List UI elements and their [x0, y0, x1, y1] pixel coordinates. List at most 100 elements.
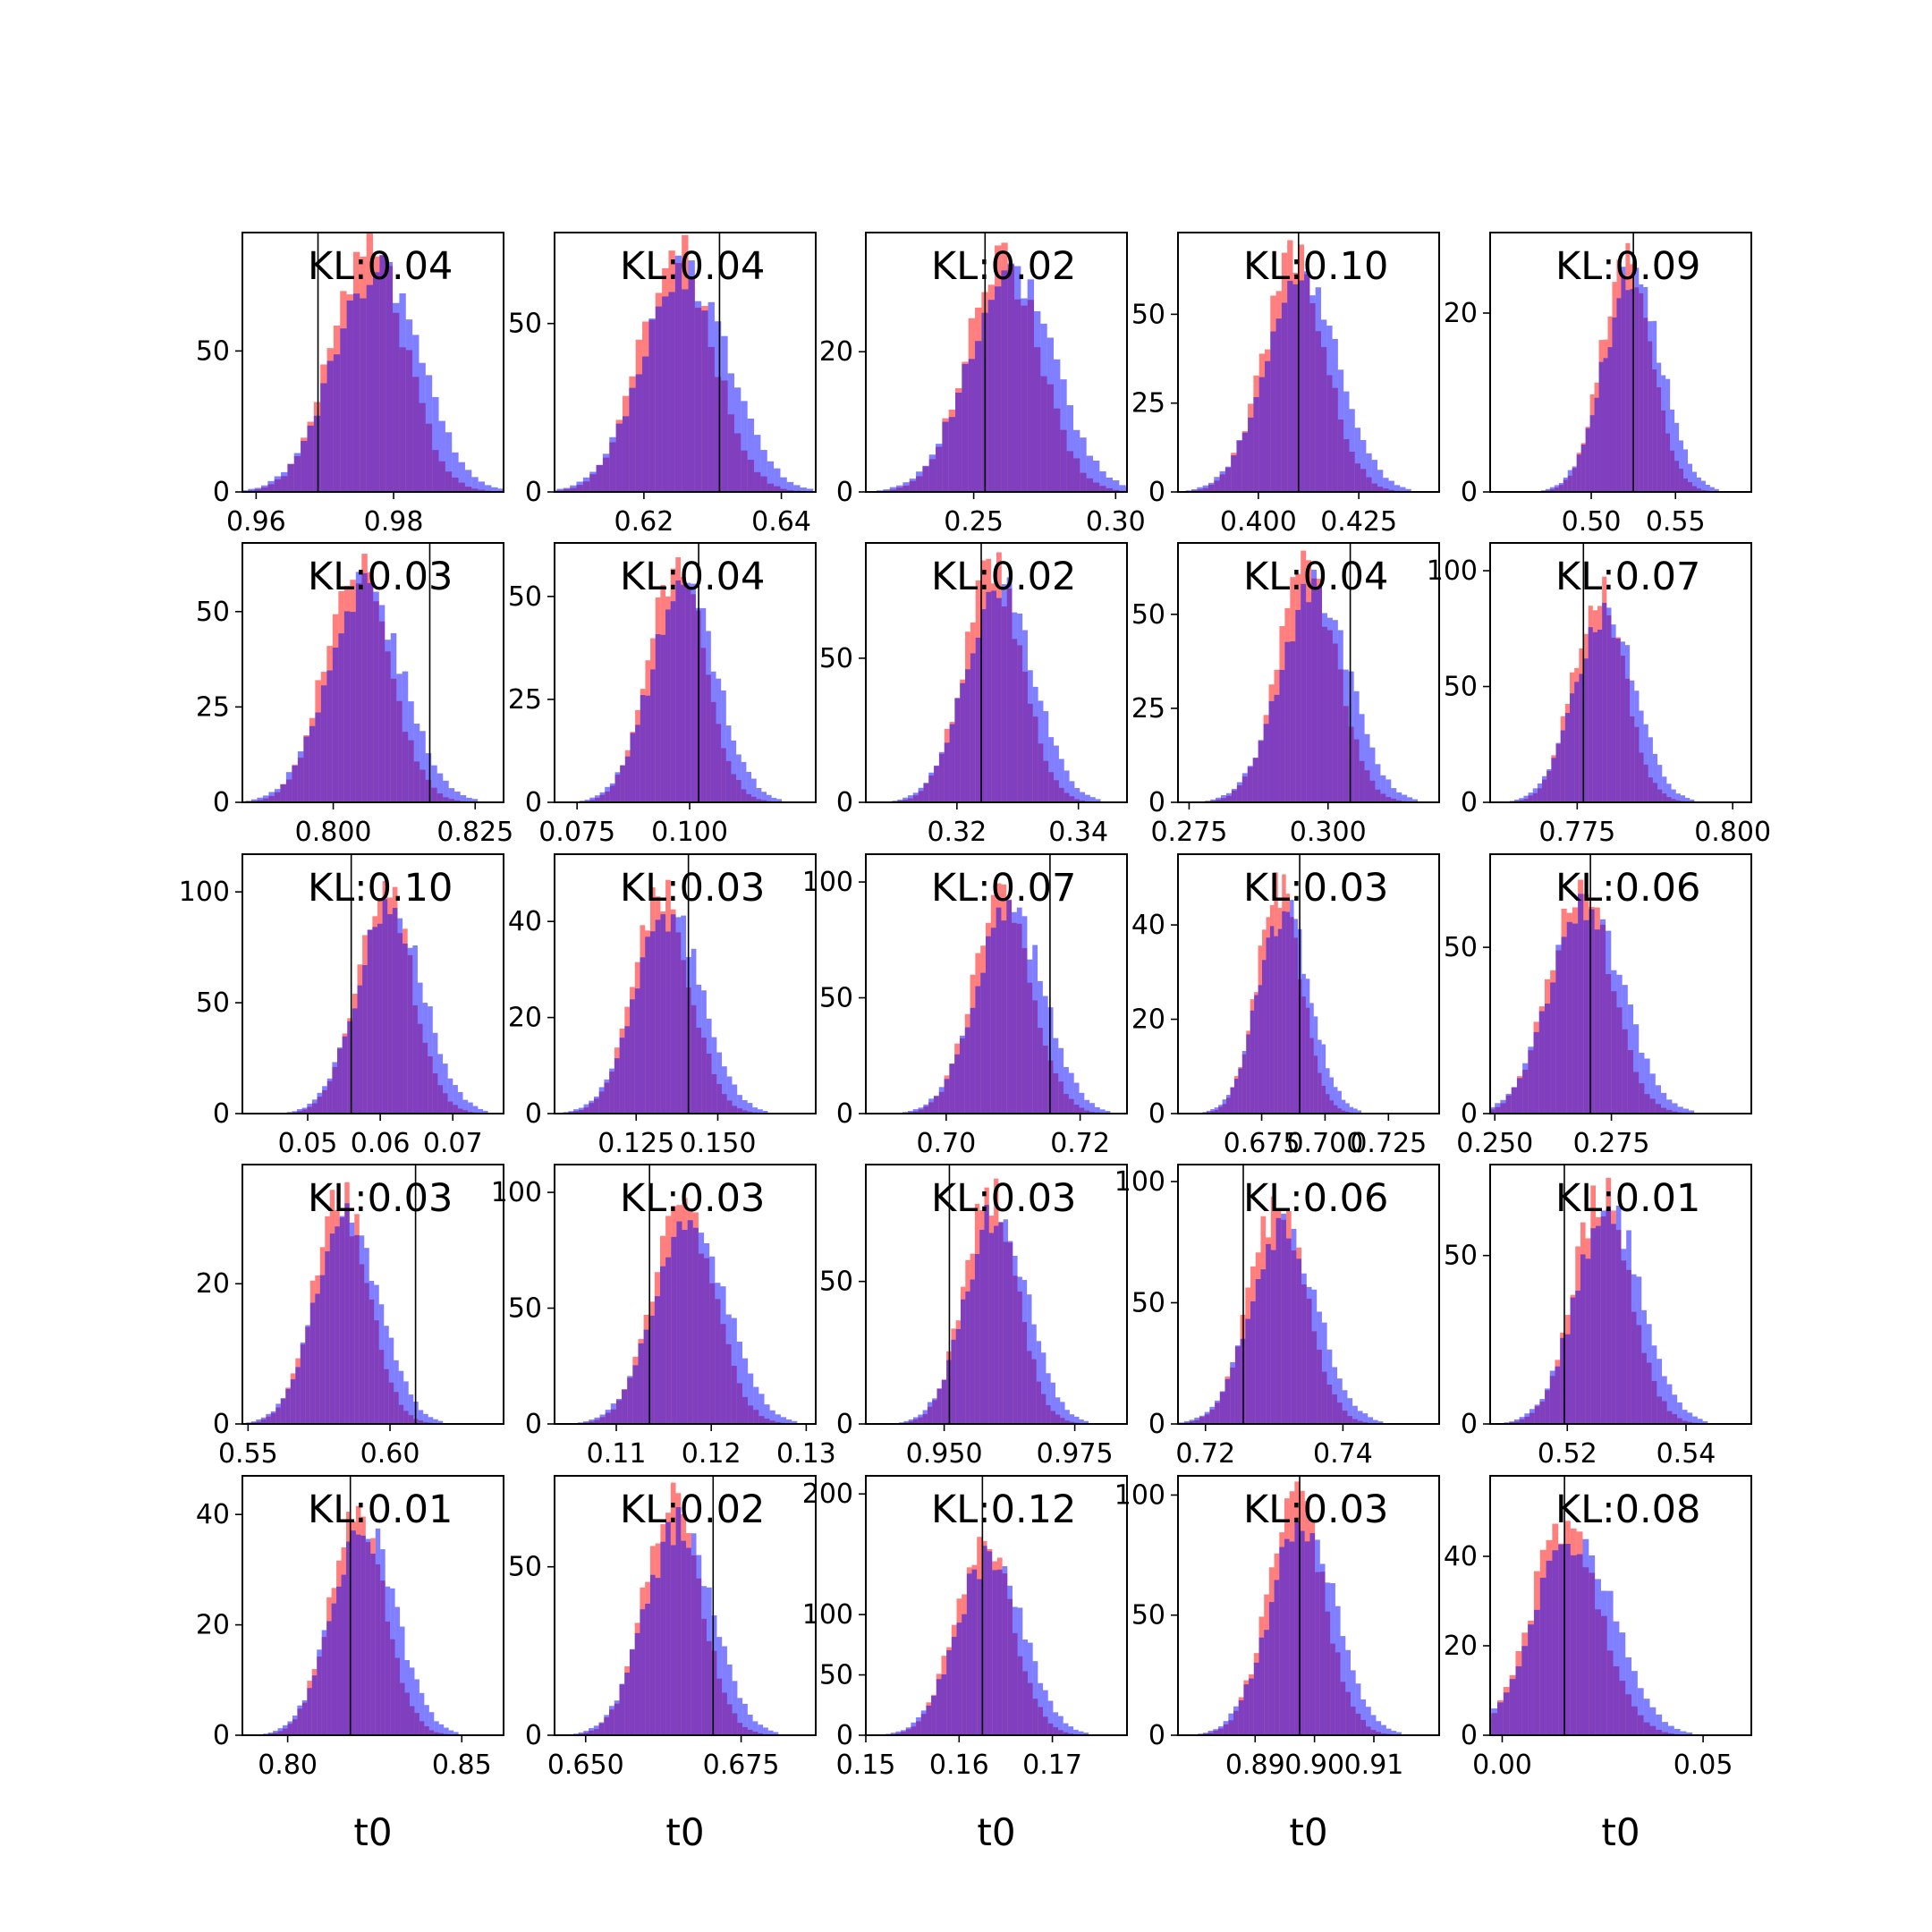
histogram-bar-blue: [1576, 454, 1581, 492]
histogram-bar-blue: [756, 788, 762, 802]
histogram-bar-blue: [425, 753, 432, 802]
histogram-bar-blue: [392, 908, 398, 1114]
y-tick-label: 50: [819, 1267, 853, 1298]
histogram-bar-blue: [1263, 724, 1269, 802]
histogram-bar-blue: [397, 918, 403, 1114]
histogram-bar-blue: [1054, 359, 1061, 492]
histogram-bar-blue: [649, 1574, 656, 1735]
histogram-bar-blue: [1598, 361, 1604, 492]
x-tick-label: 0.400: [1220, 506, 1297, 538]
histogram-bar-blue: [369, 1281, 375, 1424]
y-tick-label: 0: [1148, 477, 1165, 508]
histogram-bar-blue: [320, 685, 327, 802]
histogram-bar-blue: [911, 1722, 917, 1735]
histogram-bar-blue: [1335, 1606, 1341, 1735]
histogram-bar-blue: [1590, 1228, 1597, 1424]
histogram-panel: 0 20 40 0.125 0.150 KL:0.03: [508, 853, 817, 1159]
histogram-bar-blue: [1602, 602, 1607, 802]
histogram-bar-blue: [1007, 263, 1015, 492]
histogram-bar-blue: [604, 1079, 610, 1114]
histogram-bar-blue: [1366, 453, 1372, 492]
histogram-bar-blue: [1284, 641, 1291, 802]
histogram-bar-blue: [262, 795, 269, 802]
histogram-bar-blue: [295, 1367, 301, 1424]
histogram-bar-blue: [650, 669, 656, 802]
histogram-bar-blue: [1325, 1582, 1331, 1735]
histogram-bar-blue: [1611, 1224, 1616, 1424]
histogram-bar-blue: [1208, 482, 1215, 492]
histogram-bar-blue: [280, 1397, 286, 1424]
histogram-bar-blue: [1648, 321, 1653, 492]
histogram-bar-blue: [399, 293, 406, 492]
histogram-bar-blue: [926, 1705, 932, 1735]
histogram-bar-blue: [688, 260, 695, 492]
histogram-bar-blue: [763, 1727, 768, 1735]
histogram-bar-blue: [1555, 742, 1561, 802]
histogram-bar-blue: [992, 1570, 997, 1735]
histogram-bar-blue: [931, 1696, 936, 1735]
histogram-bar-blue: [665, 609, 671, 802]
histogram-bar-blue: [1514, 800, 1520, 802]
histogram-bar-blue: [605, 786, 610, 802]
histogram-bar-blue: [645, 1603, 650, 1735]
histogram-bar-blue: [1079, 1092, 1085, 1114]
histogram-bar-blue: [1551, 758, 1556, 802]
histogram-bar-blue: [1566, 921, 1572, 1114]
histogram-bar-blue: [464, 470, 472, 492]
x-tick-label: 0.52: [1538, 1438, 1597, 1470]
x-tick-label: 0.74: [1313, 1438, 1373, 1470]
histogram-bar-blue: [721, 335, 728, 492]
x-tick-label: 0.825: [436, 817, 513, 848]
histogram-bar-blue: [301, 1699, 308, 1735]
histogram-bar-blue: [1582, 1538, 1589, 1735]
histogram-bar-blue: [1589, 909, 1595, 1114]
histogram-bar-blue: [326, 670, 333, 802]
histogram-bar-blue: [1611, 970, 1617, 1114]
histogram-bar-blue: [1238, 1699, 1244, 1735]
x-tick-label: 0.07: [423, 1128, 483, 1159]
histogram-bar-blue: [752, 1721, 758, 1735]
histogram-bar-blue: [670, 914, 676, 1114]
y-tick-label: 0: [1461, 787, 1478, 818]
histogram-bar-blue: [431, 765, 437, 802]
histogram-bar-blue: [458, 462, 465, 492]
histogram-bar-blue: [1032, 686, 1038, 802]
histogram-bar-blue: [408, 1394, 414, 1424]
histogram-bar-blue: [1412, 799, 1419, 802]
histogram-bar-blue: [1509, 1421, 1514, 1424]
histogram-bar-blue: [1326, 1068, 1330, 1114]
histogram-bar-blue: [927, 1402, 933, 1424]
histogram-bar-blue: [1665, 378, 1671, 492]
histogram-bar-blue: [659, 1266, 666, 1424]
histogram-bar-blue: [1238, 1068, 1242, 1114]
kl-annotation: KL:0.06: [1555, 866, 1700, 911]
histogram-bar-blue: [619, 1683, 625, 1735]
x-tick-label: 0.34: [1048, 817, 1108, 848]
histogram-bar-blue: [1513, 1419, 1520, 1424]
histogram-bar-blue: [1394, 485, 1401, 492]
histogram-bar-blue: [1360, 439, 1367, 492]
histogram-bar-blue: [1580, 445, 1586, 492]
histogram-bar-blue: [970, 1279, 975, 1424]
histogram-bar-blue: [1282, 911, 1286, 1114]
y-tick-label: 0: [836, 787, 853, 818]
histogram-bar-blue: [890, 1733, 896, 1735]
histogram-bar-blue: [1318, 1039, 1322, 1114]
histogram-bar-blue: [1570, 1297, 1576, 1424]
histogram-bar-blue: [1479, 1111, 1484, 1114]
histogram-bar-blue: [1682, 1410, 1688, 1424]
histogram-bar-blue: [619, 1038, 625, 1114]
histogram-bar-blue: [907, 795, 913, 802]
x-tick-label: 0.05: [1674, 1750, 1733, 1781]
histogram-bar-blue: [1041, 1352, 1046, 1424]
histogram-bar-blue: [1038, 1682, 1044, 1735]
histogram-panel: 0 20 0.25 0.30 KL:0.02: [819, 232, 1146, 538]
histogram-bar-blue: [1285, 1238, 1292, 1424]
histogram-bar-blue: [1644, 1058, 1650, 1114]
histogram-bar-blue: [1396, 1732, 1402, 1735]
histogram-bar-blue: [706, 631, 711, 802]
histogram-bar-blue: [654, 1296, 660, 1424]
histogram-bar-red: [1479, 1724, 1486, 1735]
histogram-panel: 0 50 0.96 0.98 KL:0.04: [196, 232, 504, 538]
histogram-bar-blue: [394, 1606, 401, 1735]
